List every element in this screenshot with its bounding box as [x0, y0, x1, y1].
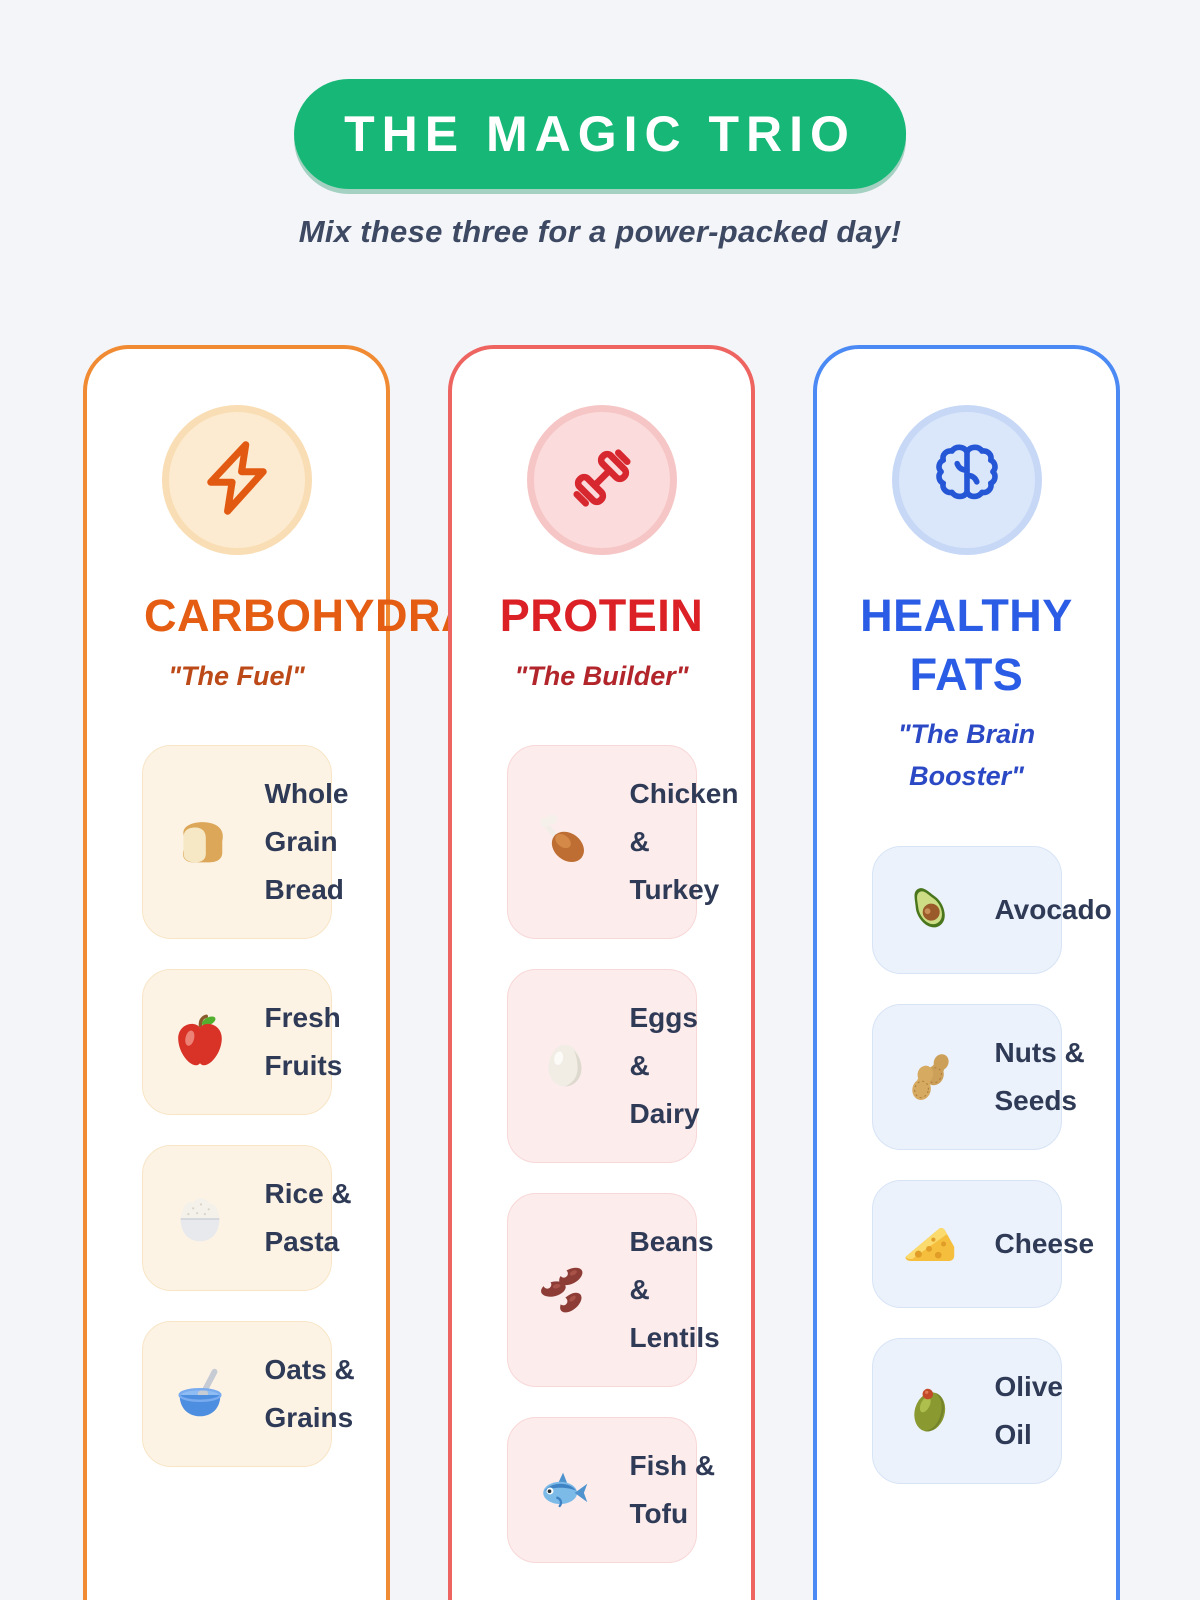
fish-icon: [534, 1451, 596, 1529]
food-list: Avocado: [871, 845, 1112, 1484]
food-item: Beans & Lentils: [506, 1193, 720, 1388]
avocado-icon: [899, 871, 961, 949]
title-badge-text: THE MAGIC TRIO: [344, 106, 856, 162]
food-item-label: Cheese: [994, 1227, 1095, 1259]
food-item: Avocado: [871, 845, 1112, 974]
healthy-fats-icon-badge: [891, 405, 1042, 555]
column-title: HEALTHY FATS: [860, 590, 1073, 700]
food-item: Chicken & Turkey: [506, 745, 738, 940]
protein-card: PROTEIN "The Builder" Chicken & Turkey: [448, 345, 755, 1600]
food-item: Oats & Grains: [141, 1321, 355, 1468]
lightning-bolt-icon: [195, 436, 279, 525]
food-item-label: Avocado: [994, 893, 1112, 925]
food-item: Whole Grain Bread: [141, 745, 349, 940]
food-item-label: Fresh Fruits: [264, 1002, 343, 1082]
food-item: Nuts & Seeds: [871, 1003, 1085, 1150]
food-item-label: Whole Grain Bread: [264, 778, 349, 906]
food-item-label: Oats & Grains: [264, 1354, 355, 1434]
carbohydrates-icon-badge: [161, 405, 312, 555]
food-list: Chicken & Turkey Eggs & Dairy: [506, 745, 738, 1564]
column-subtitle: "The Builder": [514, 660, 689, 691]
oats-bowl-icon: [169, 1355, 231, 1433]
food-item-label: Nuts & Seeds: [994, 1036, 1085, 1116]
food-item: Fish & Tofu: [506, 1417, 715, 1564]
olive-icon: [899, 1372, 961, 1450]
egg-icon: [534, 1027, 596, 1105]
beans-icon: [534, 1251, 596, 1329]
column-subtitle: "The Fuel": [168, 660, 305, 691]
rice-bowl-icon: [169, 1179, 231, 1257]
protein-icon-badge: [526, 405, 677, 555]
tagline: Mix these three for a power-packed day!: [298, 214, 902, 249]
title-badge: THE MAGIC TRIO: [294, 79, 906, 189]
food-item-label: Rice & Pasta: [264, 1178, 352, 1258]
brain-icon: [925, 436, 1009, 525]
healthy-fats-card: HEALTHY FATS "The Brain Booster": [813, 345, 1120, 1600]
food-item-label: Eggs & Dairy: [629, 1002, 700, 1130]
column-subtitle: "The Brain Booster": [897, 719, 1036, 791]
food-item-label: Olive Oil: [994, 1370, 1063, 1450]
carbohydrates-card: CARBOHYDRATES "The Fuel" Whole Grain Bre…: [83, 345, 559, 1600]
dumbbell-icon: [560, 436, 644, 525]
food-item: Cheese: [871, 1179, 1094, 1308]
food-item-label: Chicken & Turkey: [629, 778, 739, 906]
apple-icon: [169, 1003, 231, 1081]
cheese-icon: [899, 1205, 961, 1283]
chicken-leg-icon: [534, 803, 596, 881]
food-list: Whole Grain Bread Fresh Fruits: [141, 745, 355, 1468]
food-item: Olive Oil: [871, 1337, 1063, 1484]
food-item-label: Beans & Lentils: [629, 1226, 720, 1354]
column-title: PROTEIN: [499, 590, 704, 641]
food-item: Fresh Fruits: [141, 969, 342, 1116]
columns-row: CARBOHYDRATES "The Fuel" Whole Grain Bre…: [83, 345, 1120, 1600]
food-item-label: Fish & Tofu: [629, 1450, 716, 1530]
food-item: Rice & Pasta: [141, 1145, 352, 1292]
food-item: Eggs & Dairy: [506, 969, 700, 1164]
peanuts-icon: [899, 1038, 961, 1116]
bread-icon: [169, 803, 231, 881]
